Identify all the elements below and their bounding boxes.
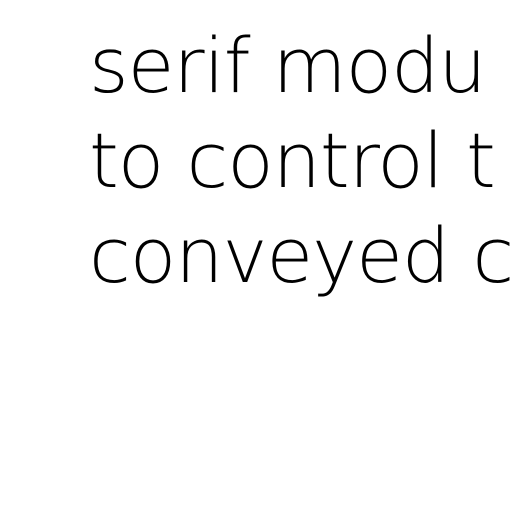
text-excerpt: serif modu to control t conveyed c bbox=[89, 18, 512, 303]
text-line-3: conveyed c bbox=[89, 211, 512, 300]
text-line-2: to control t bbox=[89, 116, 496, 205]
text-line-1: serif modu bbox=[89, 21, 487, 110]
